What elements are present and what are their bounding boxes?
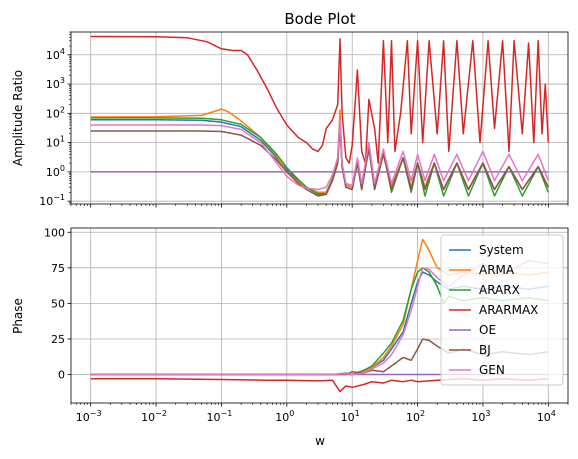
legend-label-gen: GEN [479, 363, 505, 377]
phase-xtick-exponent: −2 [155, 409, 167, 418]
amplitude-series-bj [90, 124, 549, 197]
legend-box [440, 234, 564, 386]
amplitude-ytick-exponent: −1 [53, 193, 65, 202]
phase-ytick-label: 0 [58, 369, 65, 382]
phase-xtick-exponent: 0 [289, 409, 294, 418]
legend: System ARMA ARARX ARARMAX OE BJ GEN [440, 234, 564, 386]
phase-xtick-exponent: 2 [420, 409, 425, 418]
phase-ytick-label: 100 [44, 226, 65, 239]
phase-xtick-exponent: 3 [485, 409, 490, 418]
amplitude-ytick-exponent: 0 [60, 164, 65, 173]
phase-xtick-exponent: −3 [90, 409, 102, 418]
amplitude-series [90, 35, 550, 197]
legend-label-system: System [479, 243, 524, 257]
phase-xlabel: w [315, 434, 325, 448]
phase-ylabel: Phase [11, 298, 25, 334]
amplitude-frame [70, 31, 569, 205]
legend-label-arma: ARMA [479, 263, 515, 277]
amplitude-grid [71, 32, 568, 204]
amplitude-ytick-exponent: 1 [60, 135, 65, 144]
phase-xtick-exponent: 1 [355, 409, 360, 418]
amplitude-series-gen [90, 117, 550, 191]
amplitude-ytick-exponent: 4 [60, 47, 65, 56]
legend-label-bj: BJ [479, 343, 491, 357]
phase-ytick-label: 50 [51, 297, 65, 310]
phase-ytick-label: 75 [51, 262, 65, 275]
phase-ytick-label: 25 [51, 333, 65, 346]
phase-xtick-exponent: −1 [221, 409, 233, 418]
chart-title: Bode Plot [284, 10, 355, 28]
phase-xtick-exponent: 4 [551, 409, 556, 418]
amplitude-ytick-exponent: 3 [60, 76, 65, 85]
amplitude-ylabel: Amplitude Ratio [11, 70, 25, 166]
amplitude-ytick-exponent: 2 [60, 105, 65, 114]
legend-label-ararx: ARARX [479, 283, 520, 297]
amplitude-series-ararmax [90, 35, 550, 164]
legend-label-oe: OE [479, 323, 496, 337]
legend-label-ararmax: ARARMAX [479, 303, 538, 317]
phase-frame [70, 227, 569, 404]
